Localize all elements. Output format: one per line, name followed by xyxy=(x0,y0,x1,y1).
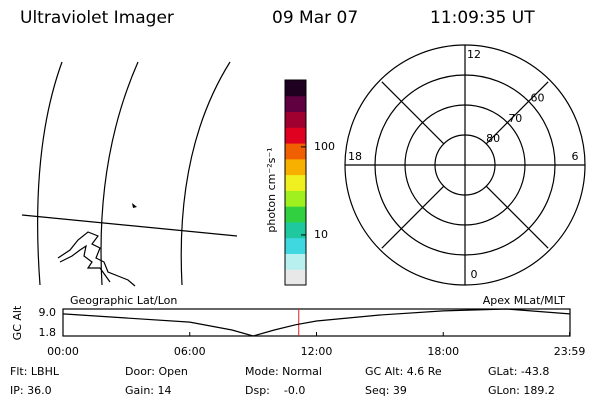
status-item: Door: Open xyxy=(125,365,188,378)
status-item: Dsp: -0.0 xyxy=(245,384,305,397)
map xyxy=(21,61,238,287)
status-item: GLat: -43.8 xyxy=(488,365,549,378)
lat-label: 70 xyxy=(508,112,522,125)
lat-label: 60 xyxy=(531,91,545,104)
altitude-frame xyxy=(62,308,571,337)
color-swatch xyxy=(285,221,306,239)
meridian xyxy=(37,61,63,286)
lat-label: 80 xyxy=(486,132,500,145)
status-item: IP: 36.0 xyxy=(10,384,52,397)
altitude-plot: 9.0 1.8 00:00 06:00 12:00 18:00 23:59 xyxy=(39,306,586,358)
diagonal xyxy=(485,185,549,249)
date: 09 Mar 07 xyxy=(272,8,358,28)
altitude-line xyxy=(62,308,570,337)
tick-label: 100 xyxy=(314,140,335,153)
y-tick-label: 1.8 xyxy=(39,326,57,339)
color-swatch xyxy=(285,253,306,270)
status-item: Flt: LBHL xyxy=(10,365,60,378)
status-item: Mode: Normal xyxy=(245,365,322,378)
left-label: Geographic Lat/Lon xyxy=(70,294,177,307)
tick-label: 10 xyxy=(314,228,328,241)
x-tick-label: 00:00 xyxy=(47,345,79,358)
status-item: GC Alt: 4.6 Re xyxy=(365,365,442,378)
color-swatch xyxy=(285,269,306,286)
mlt-label: 18 xyxy=(348,150,362,163)
mlt-label: 6 xyxy=(572,150,579,163)
mlt-label: 12 xyxy=(467,48,481,61)
colorbar-frame xyxy=(284,79,307,286)
color-swatch xyxy=(285,143,306,160)
parallel xyxy=(21,214,238,237)
color-swatch xyxy=(285,174,306,191)
diagonal xyxy=(381,185,445,249)
y-label: GC Alt xyxy=(11,305,24,340)
time: 11:09:35 UT xyxy=(430,8,535,28)
color-swatch xyxy=(285,80,306,97)
title: Ultraviolet Imager xyxy=(20,8,174,28)
right-label: Apex MLat/MLT xyxy=(483,294,566,307)
diagonal xyxy=(485,81,549,145)
coastline xyxy=(57,231,136,287)
status-item: Seq: 39 xyxy=(365,384,407,397)
color-swatch xyxy=(285,127,306,144)
x-tick-label: 18:00 xyxy=(427,345,459,358)
color-swatch xyxy=(285,158,306,176)
color-swatch xyxy=(285,111,306,128)
x-tick-label: 06:00 xyxy=(174,345,206,358)
diagonal xyxy=(381,81,445,145)
y-tick-label: 9.0 xyxy=(39,306,57,319)
status-item: GLon: 189.2 xyxy=(488,384,555,397)
status-item: Gain: 14 xyxy=(125,384,172,397)
colorbar-label: photon cm⁻²s⁻¹ xyxy=(265,147,278,232)
color-swatch xyxy=(285,190,306,207)
meridian xyxy=(100,61,139,286)
color-swatch xyxy=(285,95,306,113)
color-swatch xyxy=(285,206,306,223)
cursor xyxy=(132,203,137,208)
color-swatch xyxy=(285,237,306,254)
mlt-label: 0 xyxy=(471,268,478,281)
x-tick-label: 12:00 xyxy=(301,345,333,358)
x-tick-label: 23:59 xyxy=(554,345,586,358)
colorbar: 10 100 xyxy=(284,79,335,286)
status: Flt: LBHL IP: 36.0 Door: Open Gain: 14 Mode:… xyxy=(10,365,555,397)
meridian xyxy=(180,61,231,286)
